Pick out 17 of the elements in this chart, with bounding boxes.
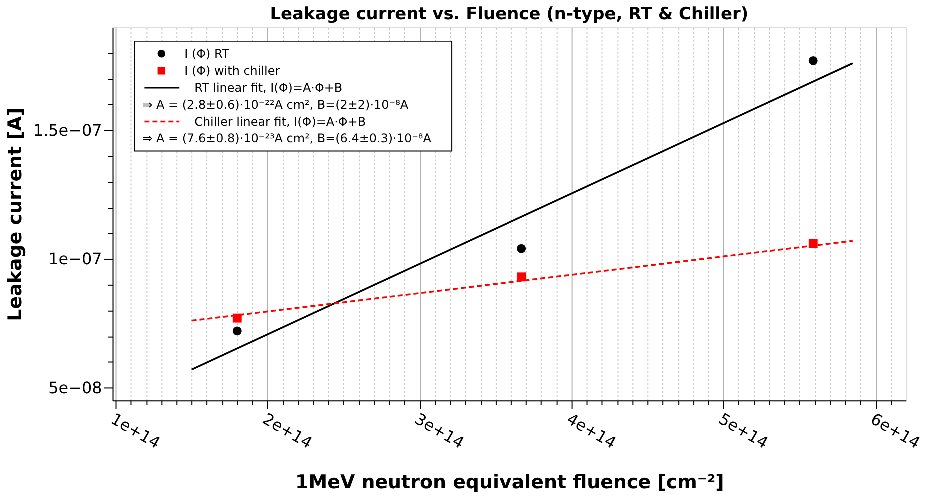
y-tick-label: 1e−07: [48, 250, 102, 269]
y-tick-label: 5e−08: [48, 378, 102, 398]
annotation: ⇒ A = (2.8±0.6)·10⁻²²A cm², B=(2±2)·10⁻⁸A: [142, 98, 410, 112]
x-axis-title: 1MeV neutron equivalent fluence [cm⁻²]: [296, 472, 724, 494]
point: [517, 272, 526, 282]
annotation: ⇒ A = (7.6±0.8)·10⁻²³A cm², B=(6.4±0.3)·10⁻⁸A: [142, 132, 432, 146]
point: [808, 239, 818, 248]
legend-label: I (Φ) RT: [184, 46, 230, 61]
y-tick-label: 1.5e−07: [33, 120, 102, 140]
chart-title: Leakage current vs. Fluence (n-type, RT & Chiller): [270, 3, 749, 24]
legend-label: Chiller linear fit, I(Φ)=A·Φ+B: [194, 114, 366, 129]
point: [808, 56, 818, 66]
y-axis-title: Leakage current [A]: [4, 108, 26, 322]
point: [232, 326, 242, 336]
point: [517, 244, 526, 254]
legend-label: I (Φ) with chiller: [184, 64, 280, 78]
legend-label: RT linear fit, I(Φ)=A·Φ+B: [194, 80, 343, 95]
